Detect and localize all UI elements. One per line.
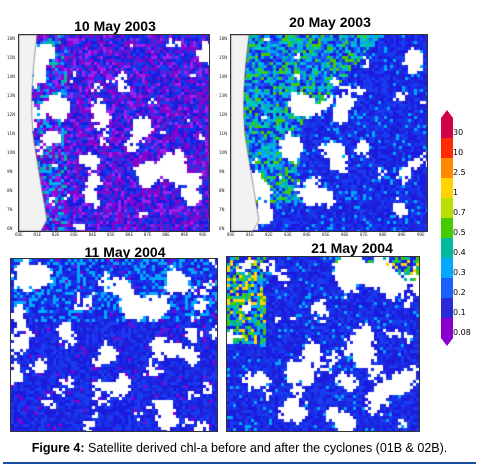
longitude-tick: 90E	[417, 232, 425, 237]
latitude-tick: 10N	[219, 150, 228, 155]
map-canvas	[19, 35, 209, 231]
colorbar-segment	[441, 298, 453, 318]
latitude-tick: 9N	[7, 169, 13, 174]
colorbar-segment	[441, 238, 453, 258]
colorbar-scale	[441, 110, 453, 346]
longitude-tick: 89E	[398, 232, 406, 237]
chl-a-map	[226, 256, 420, 432]
colorbar-label: 0.08	[453, 328, 471, 337]
longitude-tick: 87E	[143, 232, 152, 237]
caption-prefix: Figure 4:	[31, 441, 85, 455]
colorbar-segment	[441, 158, 453, 178]
map-canvas	[227, 257, 419, 431]
latitude-tick: 9N	[219, 169, 225, 174]
panel-title: 21 May 2004	[311, 240, 393, 256]
colorbar-segment	[441, 118, 453, 138]
colorbar-label: 0.1	[453, 308, 466, 317]
panel-20-may-2003: 20 May 2003 18N 15N 14N 13N 12N 11N 10N 9N 8N 7N 6…	[0, 0, 440, 250]
colorbar-segment	[441, 178, 453, 198]
colorbar-segment	[441, 138, 453, 158]
latitude-tick: 13N	[7, 93, 16, 98]
colorbar-segment	[441, 198, 453, 218]
longitude-tick: 81E	[33, 232, 42, 237]
colorbar-label: 30	[453, 128, 464, 137]
colorbar-label: 0.3	[453, 268, 466, 277]
longitude-tick: 81E	[246, 232, 254, 237]
longitude-tick: 82E	[265, 232, 273, 237]
longitude-tick: 88E	[162, 232, 170, 237]
chl-a-map	[18, 34, 210, 232]
colorbar-segment	[441, 318, 453, 338]
latitude-tick: 12N	[219, 112, 228, 117]
longitude-tick: 88E	[379, 232, 387, 237]
map-canvas	[231, 35, 427, 231]
colorbar-segment	[441, 258, 453, 278]
latitude-tick: 14N	[219, 74, 228, 79]
colorbar-label: 0.2	[453, 288, 466, 297]
caption-text: Satellite derived chl-a before and after…	[84, 441, 448, 455]
longitude-tick: 87E	[360, 232, 368, 237]
map-canvas	[11, 259, 217, 431]
latitude-tick: 11N	[7, 131, 16, 136]
latitude-tick: 8N	[7, 188, 13, 193]
panel-11-may-2004: 11 May 2004	[0, 0, 230, 440]
latitude-tick: 13N	[219, 93, 228, 98]
longitude-tick: 90E	[199, 232, 207, 237]
latitude-tick: 14N	[7, 74, 16, 79]
panel-title: 10 May 2003	[74, 18, 156, 34]
longitude-tick: 89E	[180, 232, 189, 237]
longitude-tick: 86E	[125, 232, 134, 237]
longitude-tick: 84E	[88, 232, 97, 237]
colorbar-bottom-arrow	[441, 338, 453, 346]
latitude-tick: 11N	[219, 131, 228, 136]
colorbar-label: 10	[453, 148, 464, 157]
figure-caption: Figure 4: Satellite derived chl-a before…	[0, 441, 479, 455]
latitude-tick: 7N	[219, 207, 225, 212]
longitude-tick: 80E	[227, 232, 235, 237]
colorbar-label: 1	[453, 188, 459, 197]
panel-title: 20 May 2003	[289, 14, 371, 30]
colorbar-label: 0.4	[453, 248, 466, 257]
colorbar-segment	[441, 278, 453, 298]
longitude-tick: 82E	[51, 232, 60, 237]
latitude-tick: 6N	[219, 226, 225, 231]
latitude-tick: 18N	[219, 36, 228, 41]
panel-21-may-2004: 21 May 2004	[226, 240, 420, 432]
latitude-tick: 7N	[7, 207, 13, 212]
panel-10-may-2003: 10 May 2003 18N 15N 14N 13N 12N 11N 10N 9N 8N 7N 6…	[0, 0, 230, 250]
longitude-tick: 86E	[341, 232, 349, 237]
longitude-tick: 83E	[70, 232, 78, 237]
colorbar-label: 0.5	[453, 228, 466, 237]
longitude-tick: 84E	[303, 232, 311, 237]
colorbar-segment	[441, 218, 453, 238]
latitude-tick: 8N	[219, 188, 225, 193]
longitude-tick: 85E	[322, 232, 330, 237]
latitude-tick: 15N	[219, 55, 228, 60]
longitude-tick: 85E	[107, 232, 115, 237]
latitude-tick: 6N	[7, 226, 13, 231]
latitude-tick: 10N	[7, 150, 16, 155]
latitude-tick: 12N	[7, 112, 16, 117]
colorbar-label: 2.5	[453, 168, 466, 177]
latitude-tick: 18N	[7, 36, 16, 41]
longitude-tick: 83E	[284, 232, 292, 237]
panel-title: 11 May 2004	[84, 244, 166, 260]
chl-a-map	[230, 34, 428, 232]
longitude-tick: 60E	[15, 232, 23, 237]
colorbar-top-arrow	[441, 110, 453, 118]
chl-a-map	[10, 258, 218, 432]
latitude-tick: 15N	[7, 55, 16, 60]
colorbar-label: 0.7	[453, 208, 466, 217]
divider	[3, 462, 476, 464]
